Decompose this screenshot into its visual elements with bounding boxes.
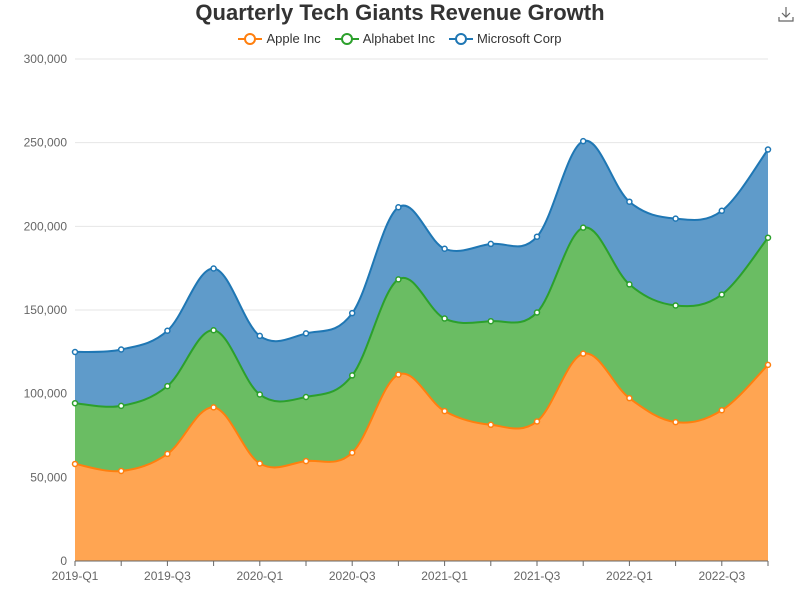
data-point[interactable]	[718, 406, 726, 414]
legend-item-1[interactable]: Alphabet Inc	[334, 31, 435, 46]
data-point[interactable]	[533, 418, 541, 425]
data-point[interactable]	[441, 315, 448, 322]
legend-item-2[interactable]: Microsoft Corp	[448, 31, 562, 46]
legend: Apple Inc Alphabet Inc Microsoft Corp	[0, 31, 800, 46]
data-point[interactable]	[71, 399, 79, 407]
data-point[interactable]	[210, 326, 217, 334]
data-point[interactable]	[579, 224, 587, 231]
chart-title: Quarterly Tech Giants Revenue Growth	[195, 0, 605, 25]
y-tick-label: 100,000	[24, 387, 68, 401]
data-point[interactable]	[626, 394, 633, 402]
area-series-2	[75, 140, 768, 407]
line-series-2	[74, 140, 769, 353]
line-series-0	[74, 352, 769, 473]
x-tick-label: 2022-Q3	[698, 569, 745, 583]
line-series-1	[74, 226, 769, 408]
data-point[interactable]	[164, 450, 171, 458]
data-point[interactable]	[672, 418, 679, 426]
data-point[interactable]	[117, 402, 125, 410]
area-series-1	[75, 227, 768, 472]
data-point[interactable]	[302, 330, 310, 337]
data-point[interactable]	[302, 457, 310, 465]
y-tick-label: 0	[60, 554, 67, 568]
data-point[interactable]	[487, 240, 495, 248]
data-point[interactable]	[441, 407, 448, 415]
data-point[interactable]	[764, 234, 772, 241]
data-point[interactable]	[117, 467, 125, 475]
data-point[interactable]	[395, 204, 402, 211]
data-point[interactable]	[672, 215, 679, 222]
y-tick-label: 50,000	[30, 470, 67, 484]
y-tick-label: 250,000	[24, 136, 68, 150]
data-point[interactable]	[764, 361, 772, 369]
x-tick-label: 2021-Q1	[421, 569, 468, 583]
data-point[interactable]	[71, 348, 79, 356]
data-point[interactable]	[256, 332, 264, 340]
x-tick-label: 2021-Q3	[514, 569, 561, 583]
data-point[interactable]	[210, 265, 217, 272]
data-point[interactable]	[164, 382, 171, 390]
area-series-0	[75, 353, 768, 561]
legend-label: Microsoft Corp	[476, 31, 562, 46]
legend-marker	[448, 32, 473, 45]
data-point[interactable]	[487, 317, 495, 325]
legend-item-0[interactable]: Apple Inc	[238, 31, 321, 46]
data-point[interactable]	[626, 281, 633, 288]
data-point[interactable]	[395, 371, 402, 378]
data-point[interactable]	[348, 449, 356, 456]
data-point[interactable]	[256, 391, 264, 398]
data-point[interactable]	[256, 460, 264, 467]
data-point[interactable]	[348, 309, 356, 317]
legend-label: Apple Inc	[266, 31, 321, 46]
data-point[interactable]	[441, 245, 448, 253]
data-point[interactable]	[302, 393, 310, 401]
y-tick-label: 200,000	[24, 219, 68, 233]
data-point[interactable]	[579, 350, 587, 357]
legend-marker	[238, 32, 263, 45]
data-point[interactable]	[210, 404, 217, 411]
x-tick-label: 2019-Q1	[52, 569, 99, 583]
x-tick-label: 2020-Q3	[329, 569, 376, 583]
legend-marker	[334, 32, 359, 45]
y-tick-label: 150,000	[24, 303, 68, 317]
data-point[interactable]	[764, 146, 772, 153]
data-point[interactable]	[533, 309, 541, 316]
data-point[interactable]	[117, 346, 125, 353]
data-point[interactable]	[533, 233, 541, 240]
data-point[interactable]	[71, 460, 79, 468]
x-tick-label: 2022-Q1	[606, 569, 653, 583]
download-icon[interactable]	[778, 6, 794, 22]
y-tick-label: 300,000	[24, 52, 68, 66]
data-point[interactable]	[395, 276, 402, 283]
legend-label: Alphabet Inc	[362, 31, 435, 46]
x-tick-label: 2019-Q3	[144, 569, 191, 583]
data-point[interactable]	[579, 137, 587, 145]
x-tick-label: 2020-Q1	[236, 569, 283, 583]
data-point[interactable]	[348, 372, 356, 379]
data-point[interactable]	[626, 198, 633, 205]
data-point[interactable]	[164, 327, 171, 334]
data-point[interactable]	[672, 302, 679, 309]
data-point[interactable]	[718, 291, 726, 298]
data-point[interactable]	[487, 421, 495, 429]
data-point[interactable]	[718, 207, 726, 215]
